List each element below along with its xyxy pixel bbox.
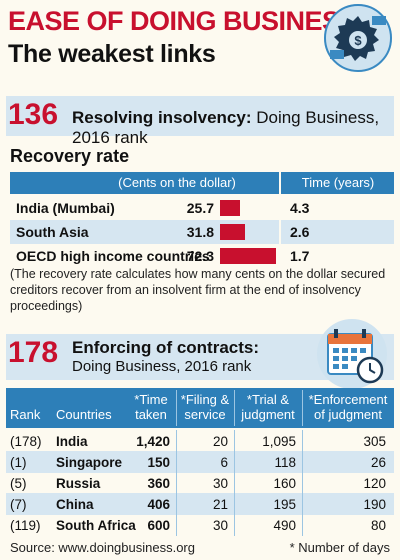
days-footnote: * Number of days bbox=[289, 540, 390, 555]
col-trial-line1: *Trial & bbox=[246, 392, 290, 407]
table-row: (7) China 406 21 195 190 bbox=[6, 493, 394, 515]
col-time-line1: *Time bbox=[134, 392, 168, 407]
row-time: 406 bbox=[147, 497, 170, 512]
row-filing: 30 bbox=[212, 476, 228, 491]
row-filing: 6 bbox=[220, 455, 228, 470]
table-row: (1) Singapore 150 6 118 26 bbox=[6, 451, 394, 473]
time-header: Time (years) bbox=[301, 175, 375, 190]
table-row: (119) South Africa 600 30 490 80 bbox=[6, 514, 394, 536]
insolvency-label-rest: Doing Business, 2016 rank bbox=[72, 108, 380, 147]
recovery-time-label: 1.7 bbox=[290, 248, 310, 264]
row-country: China bbox=[56, 497, 94, 512]
source-note: Source: www.doingbusiness.org bbox=[10, 540, 195, 555]
recovery-time-label: 2.6 bbox=[290, 224, 310, 240]
row-rank: (1) bbox=[10, 455, 27, 470]
insolvency-label-bold: Resolving insolvency: bbox=[72, 108, 252, 127]
row-time: 360 bbox=[147, 476, 170, 491]
row-time: 600 bbox=[147, 518, 170, 533]
recovery-value-label: 25.7 bbox=[186, 200, 214, 216]
row-enforcement: 190 bbox=[363, 497, 386, 512]
row-filing: 30 bbox=[212, 518, 228, 533]
row-trial: 160 bbox=[273, 476, 296, 491]
recovery-time-label: 4.3 bbox=[290, 200, 310, 216]
cents-header: (Cents on the dollar) bbox=[118, 175, 236, 190]
table-row: (5) Russia 360 30 160 120 bbox=[6, 472, 394, 494]
row-country: Russia bbox=[56, 476, 101, 491]
recovery-bar bbox=[220, 224, 245, 240]
recovery-value-label: 72.3 bbox=[186, 248, 214, 264]
row-rank: (119) bbox=[10, 518, 41, 533]
recovery-row: India (Mumbai) 25.7 4.3 bbox=[10, 196, 394, 220]
recovery-bar bbox=[220, 248, 276, 264]
row-enforcement: 26 bbox=[370, 455, 386, 470]
contracts-rank: 178 bbox=[8, 336, 59, 369]
recovery-note: (The recovery rate calculates how many c… bbox=[10, 267, 386, 313]
row-trial: 490 bbox=[273, 518, 296, 533]
row-enforcement: 120 bbox=[363, 476, 386, 491]
col-enforcement-line2: of judgment bbox=[314, 407, 382, 422]
row-filing: 21 bbox=[212, 497, 228, 512]
row-country: Singapore bbox=[56, 455, 123, 470]
col-rank: Rank bbox=[10, 407, 41, 422]
row-rank: (5) bbox=[10, 476, 27, 491]
row-rank: (178) bbox=[10, 434, 42, 449]
row-country: India bbox=[56, 434, 88, 449]
recovery-category-label: India (Mumbai) bbox=[16, 200, 115, 216]
row-country: South Africa bbox=[56, 518, 136, 533]
row-enforcement: 80 bbox=[370, 518, 386, 533]
main-title: EASE OF DOING BUSINESS: bbox=[8, 6, 366, 36]
row-trial: 195 bbox=[273, 497, 296, 512]
main-subtitle: The weakest links bbox=[8, 40, 216, 68]
recovery-row: OECD high income countries 72.3 1.7 bbox=[10, 244, 394, 268]
row-enforcement: 305 bbox=[363, 434, 386, 449]
col-countries: Countries bbox=[56, 407, 112, 422]
calendar-clock-icon bbox=[317, 319, 387, 389]
row-trial: 1,095 bbox=[262, 434, 296, 449]
row-filing: 20 bbox=[212, 434, 228, 449]
row-rank: (7) bbox=[10, 497, 27, 512]
recovery-row: South Asia 31.8 2.6 bbox=[10, 220, 394, 244]
col-filing-line1: *Filing & bbox=[180, 392, 230, 407]
row-trial: 118 bbox=[274, 455, 296, 470]
col-time-line2: taken bbox=[135, 407, 167, 422]
recovery-category-label: South Asia bbox=[16, 224, 89, 240]
row-time: 150 bbox=[147, 455, 170, 470]
row-time: 1,420 bbox=[136, 434, 170, 449]
recovery-category-label: OECD high income countries bbox=[16, 248, 210, 264]
col-filing-line2: service bbox=[184, 407, 226, 422]
insolvency-banner bbox=[6, 96, 394, 136]
insolvency-rank: 136 bbox=[8, 98, 59, 131]
table-row: (178) India 1,420 20 1,095 305 bbox=[6, 430, 394, 452]
recovery-value-label: 31.8 bbox=[186, 224, 214, 240]
recovery-rate-title: Recovery rate bbox=[10, 146, 130, 166]
contracts-table-header: Rank Countries *Time taken *Filing & ser… bbox=[6, 388, 394, 428]
recovery-bar bbox=[220, 200, 240, 216]
insolvency-label: Resolving insolvency: Doing Business, 20… bbox=[72, 108, 400, 148]
recovery-rate-header: (Cents on the dollar) Time (years) bbox=[10, 172, 394, 194]
col-enforcement-line1: *Enforcement bbox=[308, 392, 388, 407]
gear-money-icon: $ bbox=[324, 4, 392, 72]
svg-text:$: $ bbox=[354, 33, 362, 48]
contracts-sublabel: Doing Business, 2016 rank bbox=[72, 358, 252, 375]
contracts-label: Enforcing of contracts: bbox=[72, 338, 260, 357]
col-trial-line2: judgment bbox=[241, 407, 295, 422]
